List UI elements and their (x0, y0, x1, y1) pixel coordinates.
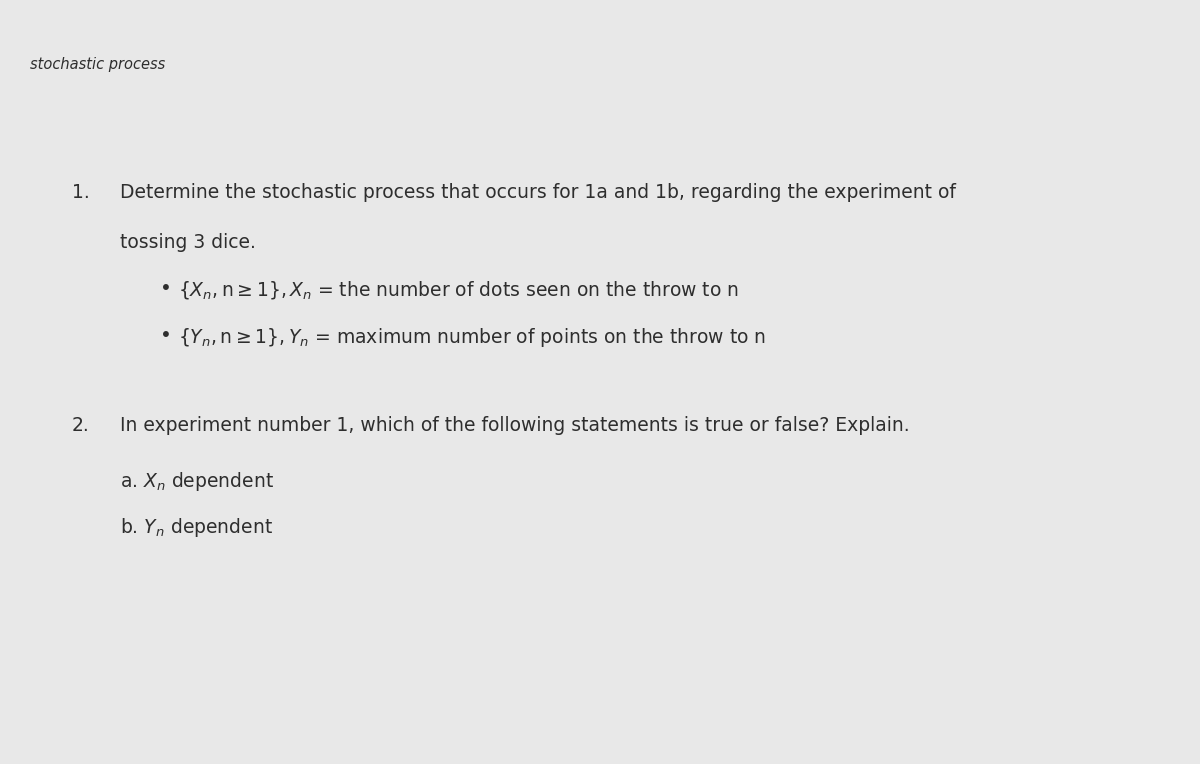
Text: $\{Y_n, \mathrm{n} \geq 1\}, Y_n$ = maximum number of points on the throw to n: $\{Y_n, \mathrm{n} \geq 1\}, Y_n$ = maxi… (178, 326, 766, 349)
Text: •: • (160, 279, 172, 298)
Text: 2.: 2. (72, 416, 90, 435)
Text: 1.: 1. (72, 183, 90, 202)
Text: a. $X_n$ dependent: a. $X_n$ dependent (120, 470, 274, 493)
Text: •: • (160, 326, 172, 345)
Text: $\{X_n, \mathrm{n} \geq 1\}, X_n$ = the number of dots seen on the throw to n: $\{X_n, \mathrm{n} \geq 1\}, X_n$ = the … (178, 279, 738, 301)
Text: Determine the stochastic process that occurs for 1a and 1b, regarding the experi: Determine the stochastic process that oc… (120, 183, 956, 202)
Text: b. $Y_n$ dependent: b. $Y_n$ dependent (120, 516, 274, 539)
Text: stochastic process: stochastic process (30, 57, 166, 73)
Text: In experiment number 1, which of the following statements is true or false? Expl: In experiment number 1, which of the fol… (120, 416, 910, 435)
Text: tossing 3 dice.: tossing 3 dice. (120, 233, 256, 252)
